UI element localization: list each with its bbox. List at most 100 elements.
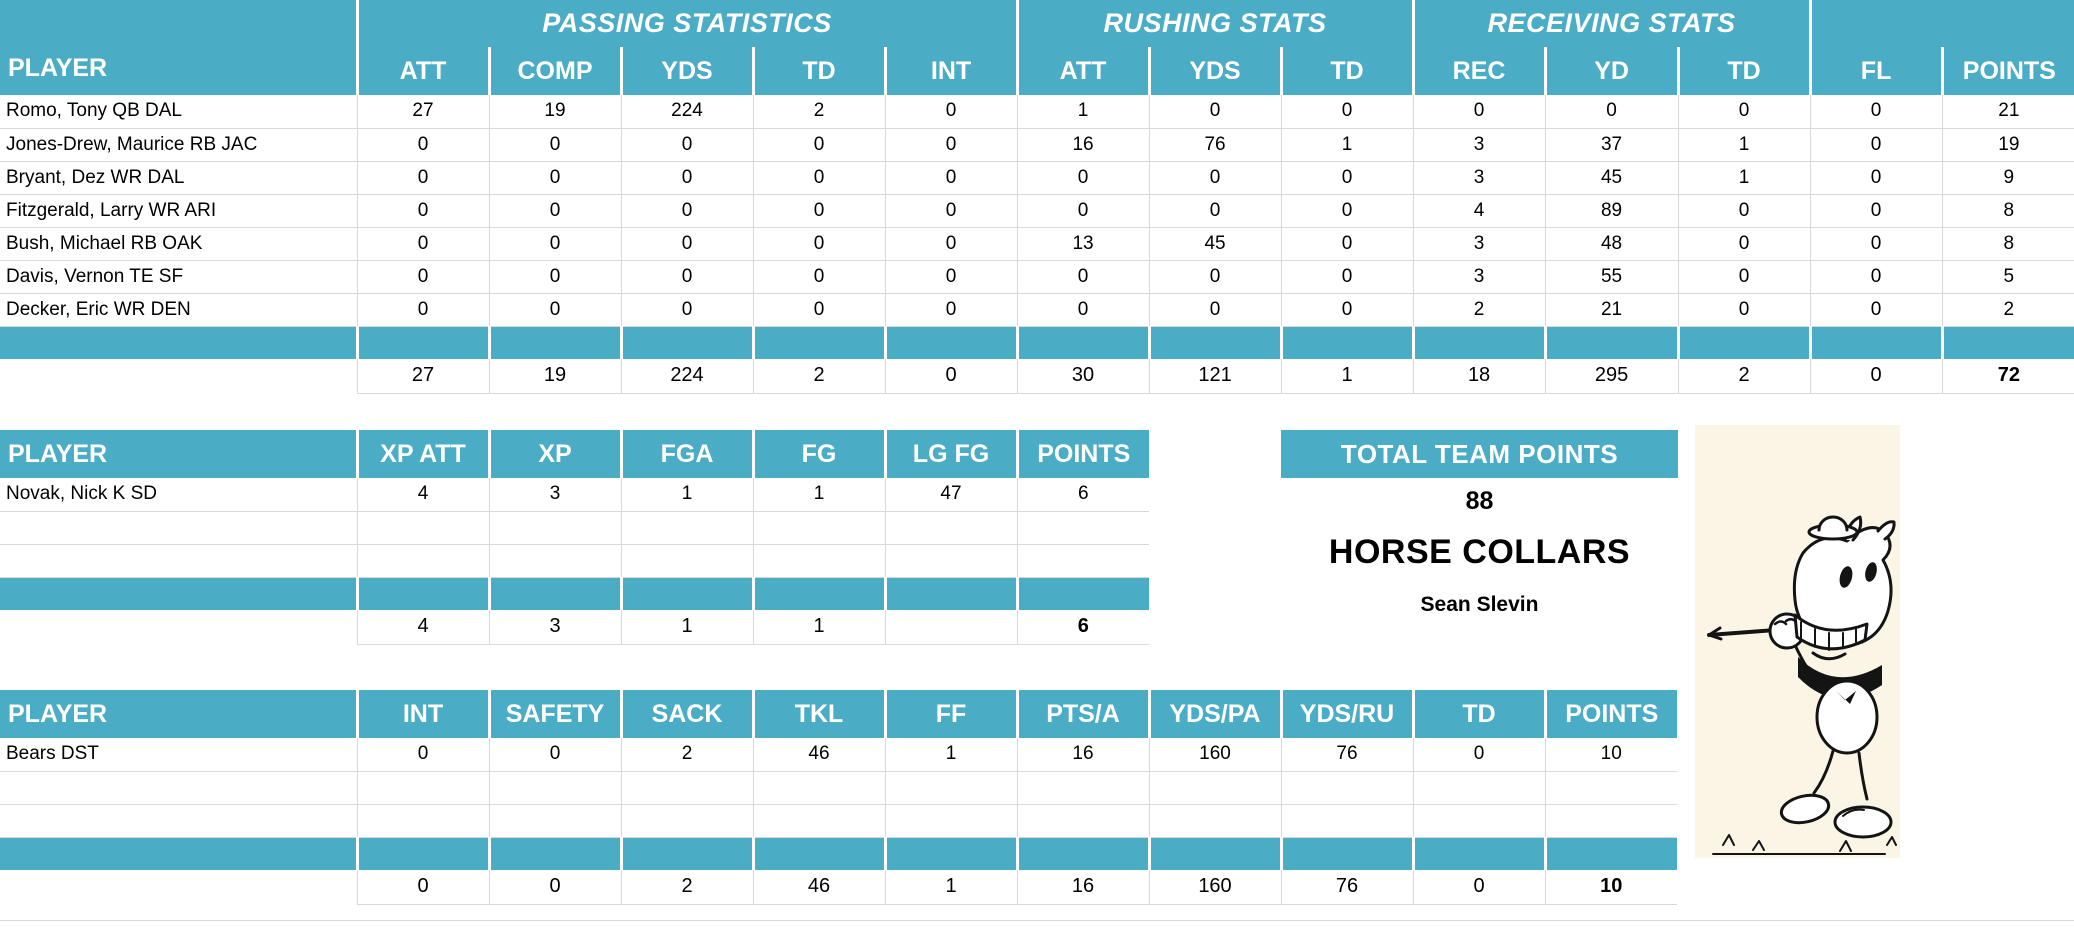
stat-cell: 0 (1281, 260, 1414, 294)
group-header-blank (1810, 0, 2074, 47)
stat-cell: 4 (1413, 194, 1546, 228)
stat-cell: 21 (1545, 293, 1679, 327)
stat-cell: 0 (1149, 260, 1282, 294)
stat-cell: 0 (1810, 95, 1943, 129)
stat-cell: 0 (489, 194, 622, 228)
empty-cell (753, 511, 886, 545)
stat-cell: 0 (621, 128, 754, 162)
separator-cell (489, 326, 623, 359)
stat-cell: 0 (1545, 95, 1679, 129)
stat-cell: 0 (489, 227, 622, 261)
offense-stats-table: PLAYER PASSING STATISTICS RUSHING STATS … (0, 0, 2074, 394)
empty-cell (621, 771, 754, 805)
stat-cell: 76 (1149, 128, 1282, 162)
column-header-yds-ru: YDS/RU (1281, 690, 1415, 738)
stat-cell: 0 (1810, 128, 1943, 162)
separator-cell (753, 837, 887, 870)
column-header-pass-att: ATT (357, 47, 491, 95)
separator-cell (1545, 326, 1680, 359)
stat-cell: 0 (885, 194, 1018, 228)
empty-cell (1017, 511, 1149, 545)
separator-cell (621, 326, 755, 359)
empty-cell (885, 771, 1018, 805)
offense-column-header-row: ATT COMP YDS TD INT ATT YDS TD REC YD TD… (0, 47, 2074, 95)
stat-cell: 0 (1149, 194, 1282, 228)
empty-row (0, 771, 1677, 805)
total-cell: 1 (621, 610, 754, 645)
column-header-tkl: TKL (753, 690, 887, 738)
total-cell: 1 (885, 870, 1018, 905)
stat-cell: 0 (489, 161, 622, 195)
stat-cell: 0 (1281, 161, 1414, 195)
column-header-pass-comp: COMP (489, 47, 623, 95)
empty-cell (489, 804, 622, 838)
separator-cell (885, 326, 1019, 359)
column-header-rec-yd: YD (1545, 47, 1680, 95)
stat-cell: 0 (885, 161, 1018, 195)
stat-cell: 47 (885, 478, 1018, 512)
player-row: Davis, Vernon TE SF 0 0 0 0 0 0 0 0 3 55 0 0 5 (0, 260, 2074, 294)
separator-row (0, 577, 1149, 610)
player-name: Bush, Michael RB OAK (0, 227, 358, 261)
totals-blank-cell (0, 610, 358, 644)
stat-cell: 1 (1017, 95, 1150, 129)
stat-cell: 6 (1017, 478, 1149, 512)
empty-cell (1017, 771, 1150, 805)
empty-cell (1413, 771, 1546, 805)
stat-cell: 89 (1545, 194, 1679, 228)
total-team-points-header: TOTAL TEAM POINTS (1281, 430, 1678, 478)
stat-cell: 0 (753, 194, 886, 228)
stat-cell: 37 (1545, 128, 1679, 162)
total-cell: 76 (1281, 870, 1414, 905)
total-cell: 16 (1017, 870, 1150, 905)
stat-cell: 0 (1149, 293, 1282, 327)
stat-cell: 0 (1281, 194, 1414, 228)
stat-cell: 0 (357, 293, 490, 327)
empty-cell (621, 544, 754, 578)
column-header-lg-fg: LG FG (885, 430, 1019, 478)
separator-cell (1017, 326, 1151, 359)
player-name: Decker, Eric WR DEN (0, 293, 358, 327)
column-header-ff: FF (885, 690, 1019, 738)
stat-cell: 0 (621, 293, 754, 327)
separator-cell (357, 837, 491, 870)
stat-cell: 8 (1942, 194, 2074, 228)
player-row: Romo, Tony QB DAL 27 19 224 2 0 1 0 0 0 0 0 0 21 (0, 95, 2074, 129)
stat-cell: 0 (1413, 95, 1546, 129)
stat-cell: 0 (357, 260, 490, 294)
total-cell: 160 (1149, 870, 1282, 905)
team-summary-panel: TOTAL TEAM POINTS 88 HORSE COLLARS Sean … (1281, 430, 1678, 617)
empty-cell (0, 511, 358, 545)
player-name: Jones-Drew, Maurice RB JAC (0, 128, 358, 162)
empty-cell (0, 771, 358, 805)
empty-cell (1017, 804, 1150, 838)
separator-cell (885, 837, 1019, 870)
stat-cell: 0 (1413, 738, 1546, 772)
stat-cell: 0 (489, 260, 622, 294)
total-cell: 0 (1413, 870, 1546, 905)
team-owner-name: Sean Slevin (1420, 593, 1539, 616)
stat-cell: 16 (1017, 738, 1150, 772)
column-header-pts-a: PTS/A (1017, 690, 1151, 738)
stat-cell: 5 (1942, 260, 2074, 294)
total-cell: 2 (753, 359, 886, 394)
stat-cell: 0 (357, 161, 490, 195)
player-name: Fitzgerald, Larry WR ARI (0, 194, 358, 228)
player-row: Fitzgerald, Larry WR ARI 0 0 0 0 0 0 0 0 4 89 0 0 8 (0, 194, 2074, 228)
separator-cell (0, 326, 359, 359)
separator-cell (1149, 837, 1283, 870)
separator-cell (1545, 837, 1677, 870)
separator-cell (357, 577, 491, 610)
empty-cell (489, 771, 622, 805)
separator-cell (621, 837, 755, 870)
column-header-pass-yds: YDS (621, 47, 755, 95)
stat-cell: 0 (1017, 293, 1150, 327)
stat-cell: 0 (885, 95, 1018, 129)
total-cell (885, 610, 1018, 645)
total-cell: 0 (885, 359, 1018, 394)
column-header-int: INT (357, 690, 491, 738)
stat-cell: 19 (489, 95, 622, 129)
stat-cell: 0 (357, 128, 490, 162)
kicking-header-row: PLAYER XP ATT XP FGA FG LG FG POINTS (0, 430, 1149, 478)
player-row: Bryant, Dez WR DAL 0 0 0 0 0 0 0 0 3 45 1 0 9 (0, 161, 2074, 195)
